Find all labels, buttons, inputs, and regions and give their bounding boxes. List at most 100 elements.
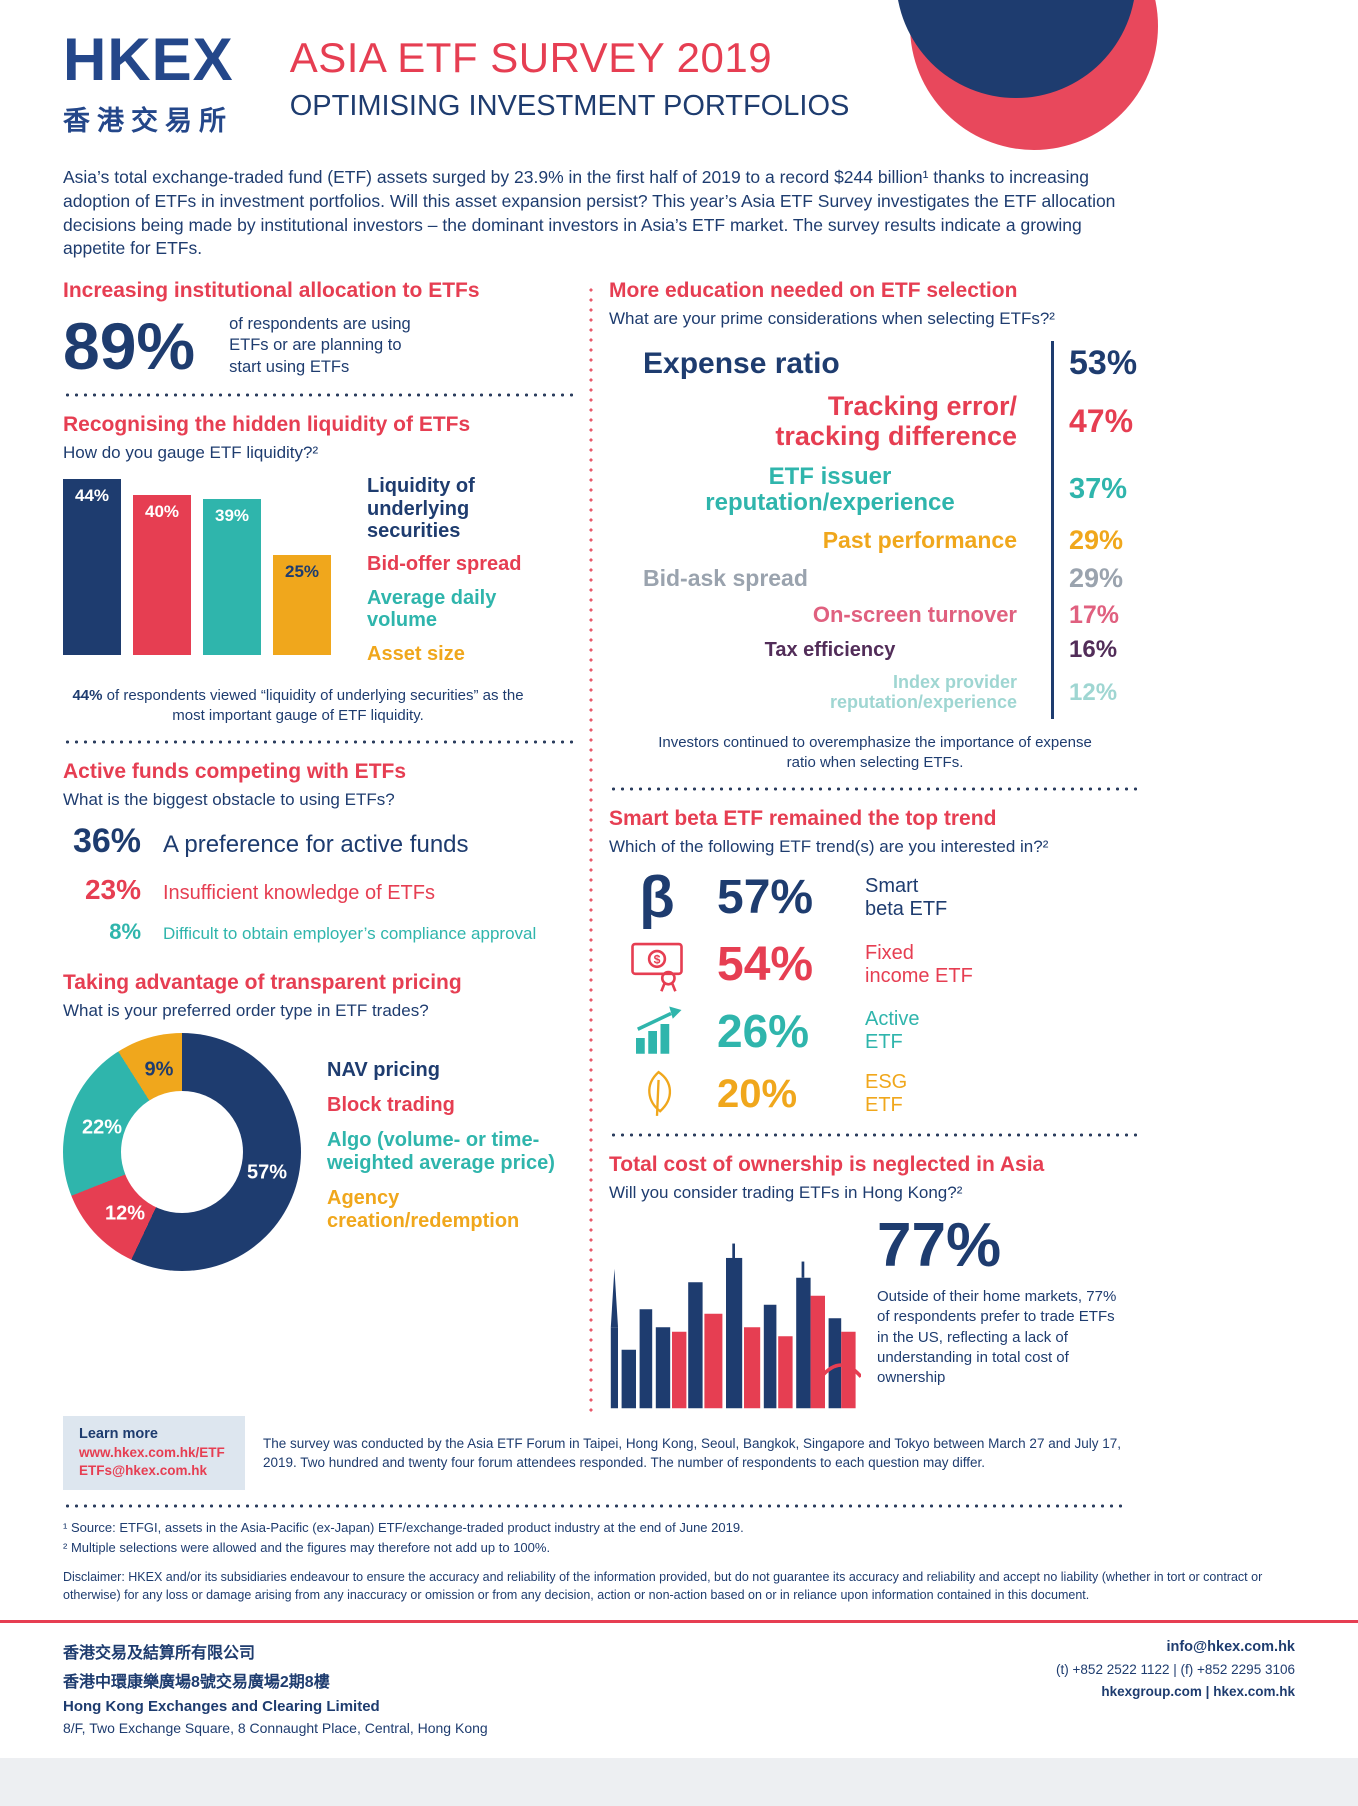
legend-block-trading: Block trading bbox=[327, 1094, 455, 1117]
section-question: What is the biggest obstacle to using ET… bbox=[63, 790, 395, 810]
section-heading: Active funds competing with ETFs bbox=[63, 760, 407, 784]
allocation-stat-block: 89% of respondents are using ETFs or are… bbox=[63, 313, 575, 379]
trend-row-smart-beta: β 57% Smart beta ETF bbox=[609, 869, 1141, 927]
legend-bid-offer-spread: Bid-offer spread bbox=[367, 553, 522, 576]
selection-row: Tax efficiency 16% bbox=[609, 633, 1141, 668]
svg-text:$: $ bbox=[654, 952, 661, 966]
survey-note: The survey was conducted by the Asia ETF… bbox=[263, 1435, 1122, 1471]
selection-value: 16% bbox=[1051, 633, 1141, 668]
city-skyline-illustration bbox=[609, 1241, 863, 1414]
obstacle-label: A preference for active funds bbox=[163, 831, 469, 859]
bar-value-label: 25% bbox=[284, 562, 320, 582]
selection-label-tax-efficiency: Tax efficiency bbox=[764, 639, 896, 662]
page-subtitle: OPTIMISING INVESTMENT PORTFOLIOS bbox=[289, 90, 850, 122]
section-ownership: Total cost of ownership is neglected in … bbox=[609, 1153, 1141, 1414]
etf-email-link[interactable]: ETFs@hkex.com.hk bbox=[79, 1463, 207, 1479]
selection-value: 37% bbox=[1051, 457, 1141, 523]
legend-algo: Algo (volume- or time-weighted average p… bbox=[327, 1129, 555, 1175]
trend-value: 26% bbox=[717, 1005, 810, 1058]
selection-row: ETF issuer reputation/experience 37% bbox=[609, 457, 1141, 523]
footer-company-name-chinese: 香港交易及結算所有限公司 bbox=[63, 1645, 256, 1663]
bar-value-label: 39% bbox=[214, 506, 250, 526]
learn-more-row: Learn more www.hkex.com.hk/ETF ETFs@hkex… bbox=[63, 1416, 1125, 1491]
ownership-stat: 77% bbox=[877, 1211, 1002, 1281]
selection-label-expense-ratio: Expense ratio bbox=[643, 347, 840, 381]
section-question: Will you consider trading ETFs in Hong K… bbox=[609, 1183, 963, 1203]
etf-website-link[interactable]: www.hkex.com.hk/ETF bbox=[79, 1445, 225, 1461]
page-footer: 香港交易及結算所有限公司 香港中環康樂廣場8號交易廣場2期8樓 Hong Kon… bbox=[0, 1620, 1358, 1746]
footer-divider bbox=[63, 1504, 1125, 1509]
section-heading: Increasing institutional allocation to E… bbox=[63, 279, 480, 303]
selection-row: Tracking error/ tracking difference 47% bbox=[609, 386, 1141, 458]
section-question: Which of the following ETF trend(s) are … bbox=[609, 837, 1049, 857]
obstacle-value: 36% bbox=[72, 822, 141, 861]
page-title: ASIA ETF SURVEY 2019 bbox=[289, 34, 773, 81]
bar-bid-offer-spread: 40% bbox=[133, 495, 191, 656]
legend-liquidity-underlying: Liquidity of underlying securities bbox=[367, 475, 475, 542]
column-divider bbox=[589, 285, 593, 1415]
ownership-block: 77% Outside of their home markets, 77% o… bbox=[609, 1215, 1141, 1414]
section-selection: More education needed on ETF selection W… bbox=[609, 279, 1141, 773]
fixed-income-icon: $ bbox=[609, 937, 705, 993]
selection-label-etf-issuer: ETF issuer reputation/experience bbox=[705, 462, 955, 516]
trend-label: Smart beta ETF bbox=[865, 874, 948, 921]
left-column: Increasing institutional allocation to E… bbox=[63, 279, 575, 1414]
donut-label-nav: 57% bbox=[246, 1161, 288, 1184]
obstacle-label: Insufficient knowledge of ETFs bbox=[163, 882, 435, 905]
donut-hole bbox=[121, 1091, 243, 1214]
selection-value: 12% bbox=[1051, 667, 1141, 719]
hkex-logo-text: HKEX bbox=[63, 26, 234, 93]
section-heading: Taking advantage of transparent pricing bbox=[63, 971, 462, 995]
section-heading: Recognising the hidden liquidity of ETFs bbox=[63, 413, 471, 437]
trend-value: 20% bbox=[717, 1072, 798, 1117]
footer-address: 8/F, Two Exchange Square, 8 Connaught Pl… bbox=[63, 1720, 488, 1737]
selection-value: 53% bbox=[1051, 341, 1141, 387]
section-divider bbox=[63, 740, 575, 745]
bar-liquidity-underlying: 44% bbox=[63, 479, 121, 656]
hkex-logo-chinese: 香港交易所 bbox=[63, 106, 233, 136]
bar-chart-legend: Liquidity of underlying securities Bid-o… bbox=[367, 475, 557, 676]
hkex-logo: HKEX 香港交易所 bbox=[63, 30, 234, 138]
selection-caption: Investors continued to overemphasize the… bbox=[658, 733, 1092, 771]
legend-agency: Agency creation/redemption bbox=[327, 1187, 520, 1233]
footnote-multiple-selections: ² Multiple selections were allowed and t… bbox=[63, 1539, 551, 1555]
section-question: What is your preferred order type in ETF… bbox=[63, 1001, 429, 1021]
order-type-chart-block: 57% 12% 22% 9% NAV pricing Block trading… bbox=[63, 1033, 575, 1272]
allocation-desc: of respondents are using ETFs or are pla… bbox=[229, 315, 411, 376]
trend-row-fixed-income: $ 54% Fixed income ETF bbox=[609, 937, 1141, 993]
donut-label-algo: 22% bbox=[81, 1116, 123, 1139]
trend-value: 57% bbox=[717, 871, 814, 925]
intro-paragraph: Asia’s total exchange-traded fund (ETF) … bbox=[63, 167, 1116, 259]
donut-legend: NAV pricing Block trading Algo (volume- … bbox=[327, 1059, 555, 1245]
selection-row: Past performance 29% bbox=[609, 522, 1141, 560]
allocation-stat: 89% bbox=[63, 309, 196, 384]
selection-ranking: Expense ratio 53% Tracking error/ tracki… bbox=[609, 341, 1141, 719]
selection-row: On-screen turnover 17% bbox=[609, 596, 1141, 634]
obstacle-value: 23% bbox=[84, 874, 141, 906]
section-divider bbox=[609, 787, 1141, 792]
selection-label-tracking-error: Tracking error/ tracking difference bbox=[775, 391, 1017, 451]
obstacle-row: 8% Difficult to obtain employer’s compli… bbox=[63, 919, 575, 945]
footer-address-chinese: 香港中環康樂廣場8號交易廣場2期8樓 bbox=[63, 1674, 330, 1692]
order-type-donut-wrap: 57% 12% 22% 9% bbox=[63, 1033, 301, 1272]
section-trends: Smart beta ETF remained the top trend Wh… bbox=[609, 807, 1141, 1119]
trend-row-active-etf: 26% Active ETF bbox=[609, 1003, 1141, 1059]
beta-glyph: β bbox=[639, 865, 675, 931]
section-pricing: Taking advantage of transparent pricing … bbox=[63, 971, 575, 1272]
legend-asset-size: Asset size bbox=[367, 642, 465, 665]
selection-value: 47% bbox=[1051, 386, 1141, 458]
title-block: ASIA ETF SURVEY 2019 OPTIMISING INVESTME… bbox=[290, 30, 850, 138]
section-question: What are your prime considerations when … bbox=[609, 309, 1055, 329]
caption-bold-stat: 44% bbox=[72, 686, 103, 704]
section-heading: Smart beta ETF remained the top trend bbox=[609, 807, 997, 831]
obstacle-row: 23% Insufficient knowledge of ETFs bbox=[63, 874, 575, 906]
footer-email-link[interactable]: info@hkex.com.hk bbox=[1166, 1639, 1295, 1656]
bar-group: 44% 40% 39% 25% bbox=[63, 475, 343, 656]
footer-websites-link[interactable]: hkexgroup.com | hkex.com.hk bbox=[1101, 1684, 1295, 1700]
section-obstacles: Active funds competing with ETFs What is… bbox=[63, 760, 575, 945]
section-divider bbox=[63, 393, 575, 398]
trend-label: Active ETF bbox=[865, 1007, 920, 1054]
bar-avg-daily-volume: 39% bbox=[203, 499, 261, 656]
caption-text: of respondents viewed “liquidity of unde… bbox=[102, 686, 524, 725]
